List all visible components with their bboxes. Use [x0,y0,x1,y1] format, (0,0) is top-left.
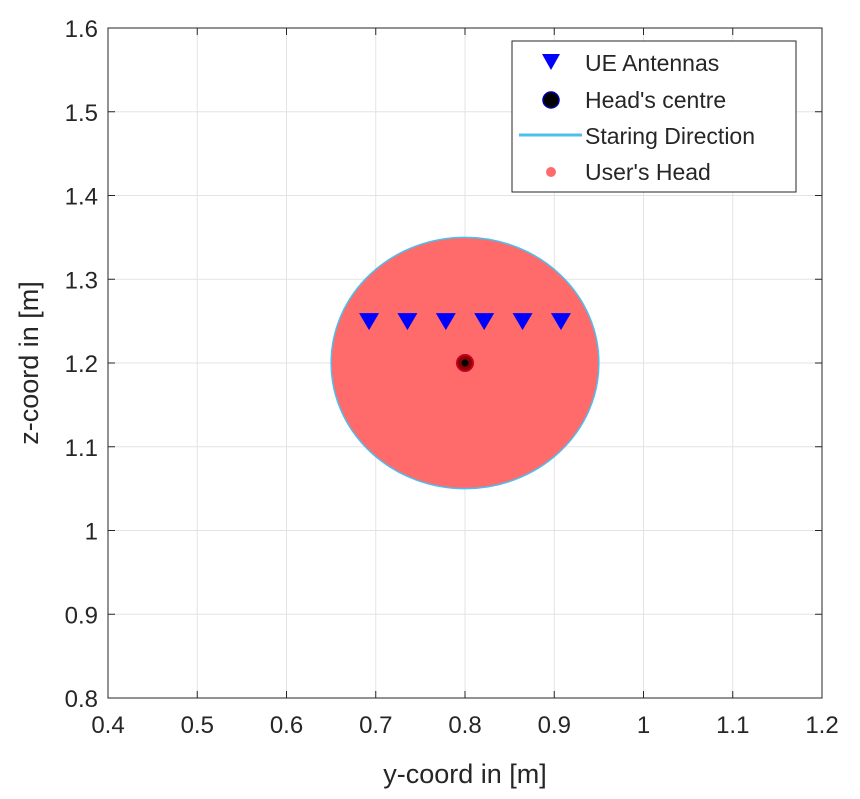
y-tick-label: 0.9 [65,602,98,629]
legend-swatch-users-head [546,167,556,177]
ue-antenna-marker [512,313,533,331]
legend-label-users-head: User's Head [585,159,711,185]
marks-layer [359,313,571,372]
legend-swatch-ue-antennas [542,54,560,70]
ticks-layer: 0.4 0.5 0.6 0.7 0.8 0.9 1 1.1 1.2 0.8 0.9 1 1.1 1.2 1.… [65,16,839,739]
ue-antenna-marker [397,313,418,331]
y-axis-label: z-coord in [m] [14,281,44,445]
ue-antenna-marker [550,313,571,331]
y-tick-label: 1.6 [65,16,98,43]
legend-box [511,40,797,193]
ue-antenna-marker [474,313,495,331]
ue-antenna-marker [359,313,380,331]
x-tick-label: 0.6 [270,712,303,739]
x-tick-label: 0.9 [538,712,571,739]
ue-antenna-marker [435,313,456,331]
heads-centre-core [461,359,469,367]
legend-swatch-heads-centre [542,91,560,109]
x-axis-label: y-coord in [m] [383,759,547,789]
legend-label-ue-antennas: UE Antennas [585,50,719,76]
y-tick-label: 1.2 [65,351,98,378]
x-tick-label: 1.1 [716,712,749,739]
x-tick-label: 0.8 [448,712,481,739]
y-tick-label: 1.5 [65,100,98,127]
legend-label-heads-centre: Head's centre [585,87,726,113]
x-tick-label: 1 [637,712,650,739]
y-tick-label: 1.4 [65,184,98,211]
legend: UE Antennas Head's centre Staring Direct… [511,40,797,193]
x-tick-label: 0.5 [181,712,214,739]
x-tick-label: 0.4 [91,712,124,739]
legend-label-staring-direction: Staring Direction [585,123,755,149]
x-tick-label: 1.2 [805,712,838,739]
y-tick-label: 0.8 [65,686,98,713]
y-tick-label: 1.3 [65,267,98,294]
y-tick-label: 1.1 [65,435,98,462]
x-tick-label: 0.7 [359,712,392,739]
y-tick-label: 1 [85,519,98,546]
